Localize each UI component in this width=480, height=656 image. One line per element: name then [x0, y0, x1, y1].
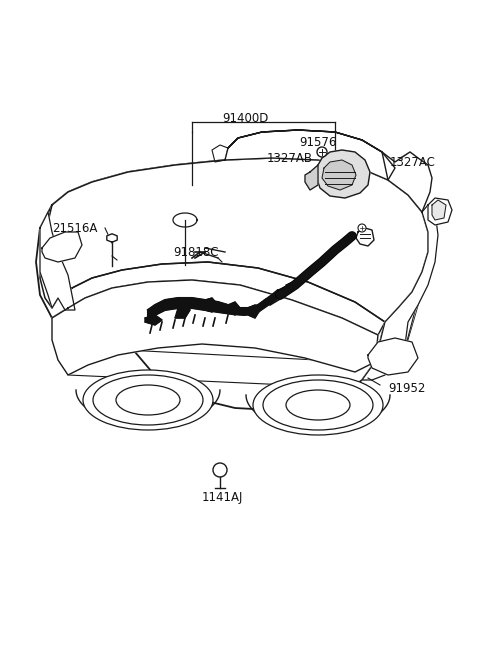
Text: 91400D: 91400D: [222, 112, 268, 125]
Polygon shape: [205, 298, 218, 312]
Polygon shape: [356, 228, 374, 246]
Polygon shape: [248, 305, 260, 318]
Circle shape: [317, 147, 327, 157]
Circle shape: [358, 224, 366, 232]
Polygon shape: [35, 158, 432, 420]
Polygon shape: [40, 212, 75, 310]
Polygon shape: [42, 232, 82, 262]
Polygon shape: [368, 338, 418, 375]
Polygon shape: [432, 200, 446, 220]
Text: 1141AJ: 1141AJ: [201, 491, 243, 504]
Polygon shape: [316, 150, 370, 198]
Text: 1327AB: 1327AB: [267, 152, 313, 165]
Polygon shape: [40, 158, 428, 322]
Ellipse shape: [253, 375, 383, 435]
Polygon shape: [36, 158, 428, 410]
Circle shape: [213, 463, 227, 477]
Text: 21516A: 21516A: [52, 222, 97, 234]
Text: 91952: 91952: [388, 382, 425, 394]
Text: 91818C: 91818C: [173, 247, 219, 260]
Polygon shape: [228, 302, 240, 315]
Ellipse shape: [263, 380, 373, 430]
Polygon shape: [65, 262, 385, 335]
Ellipse shape: [93, 375, 203, 425]
Polygon shape: [175, 305, 190, 318]
Polygon shape: [362, 205, 438, 380]
Polygon shape: [148, 290, 278, 318]
Ellipse shape: [83, 370, 213, 430]
Polygon shape: [145, 315, 162, 325]
Polygon shape: [228, 130, 432, 212]
Polygon shape: [52, 280, 378, 375]
Ellipse shape: [286, 390, 350, 420]
Polygon shape: [322, 160, 356, 190]
Polygon shape: [305, 165, 318, 190]
Text: 1327AC: 1327AC: [390, 157, 436, 169]
Polygon shape: [428, 198, 452, 225]
Polygon shape: [107, 234, 117, 242]
Text: 91576: 91576: [300, 136, 336, 148]
Polygon shape: [225, 130, 395, 180]
Ellipse shape: [116, 385, 180, 415]
